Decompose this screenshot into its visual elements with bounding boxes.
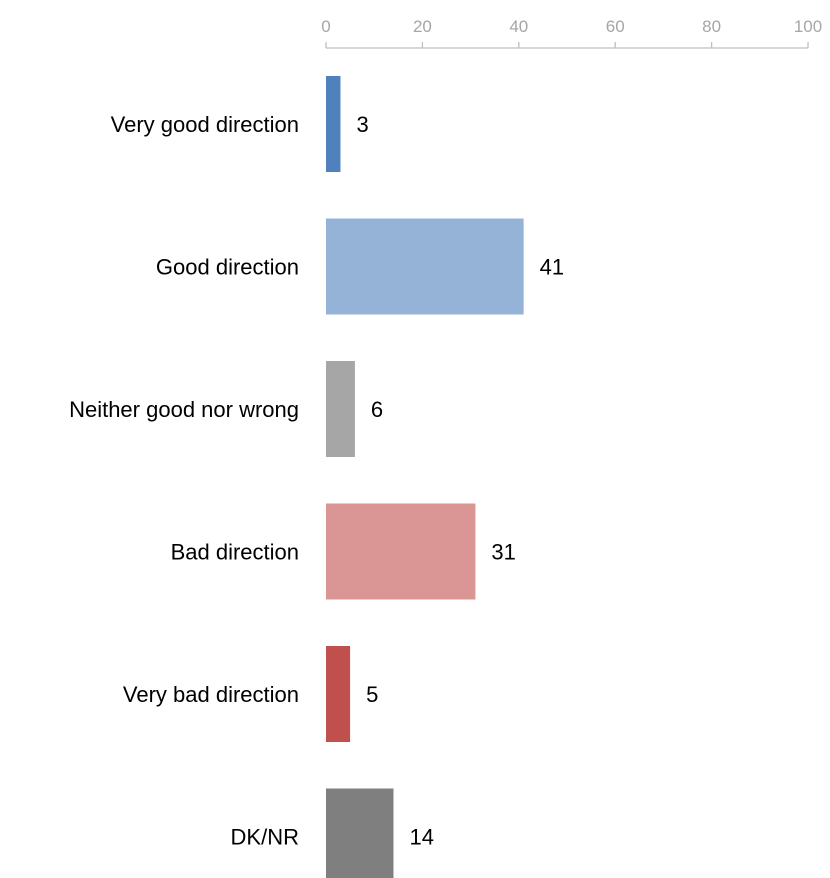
data-label: 31 [491, 540, 515, 565]
bar [326, 503, 476, 600]
value-labels: 3 41 6 31 5 14 [356, 112, 564, 850]
category-label: Neither good nor wrong [69, 397, 299, 422]
bar [326, 361, 355, 457]
data-label: 14 [409, 825, 433, 850]
bars [326, 76, 524, 878]
data-label: 3 [356, 112, 368, 137]
data-label: 41 [540, 255, 564, 280]
category-label: Good direction [156, 255, 299, 280]
bar [326, 76, 341, 172]
category-labels: Very good direction Good direction Neither… [69, 112, 299, 850]
x-tick-label: 60 [606, 17, 625, 36]
x-tick-label: 40 [509, 17, 528, 36]
data-label: 6 [371, 397, 383, 422]
x-tick-label: 80 [702, 17, 721, 36]
x-tick-label: 100 [794, 17, 822, 36]
x-tick-label: 20 [413, 17, 432, 36]
category-label: Very good direction [111, 112, 299, 137]
bar [326, 218, 524, 315]
x-axis: 0 20 40 60 80 100 [321, 17, 822, 49]
category-label: DK/NR [231, 825, 299, 850]
data-label: 5 [366, 682, 378, 707]
bar [326, 788, 394, 878]
category-label: Bad direction [171, 540, 299, 565]
x-tick-label: 0 [321, 17, 330, 36]
category-label: Very bad direction [123, 682, 299, 707]
bar [326, 646, 351, 742]
